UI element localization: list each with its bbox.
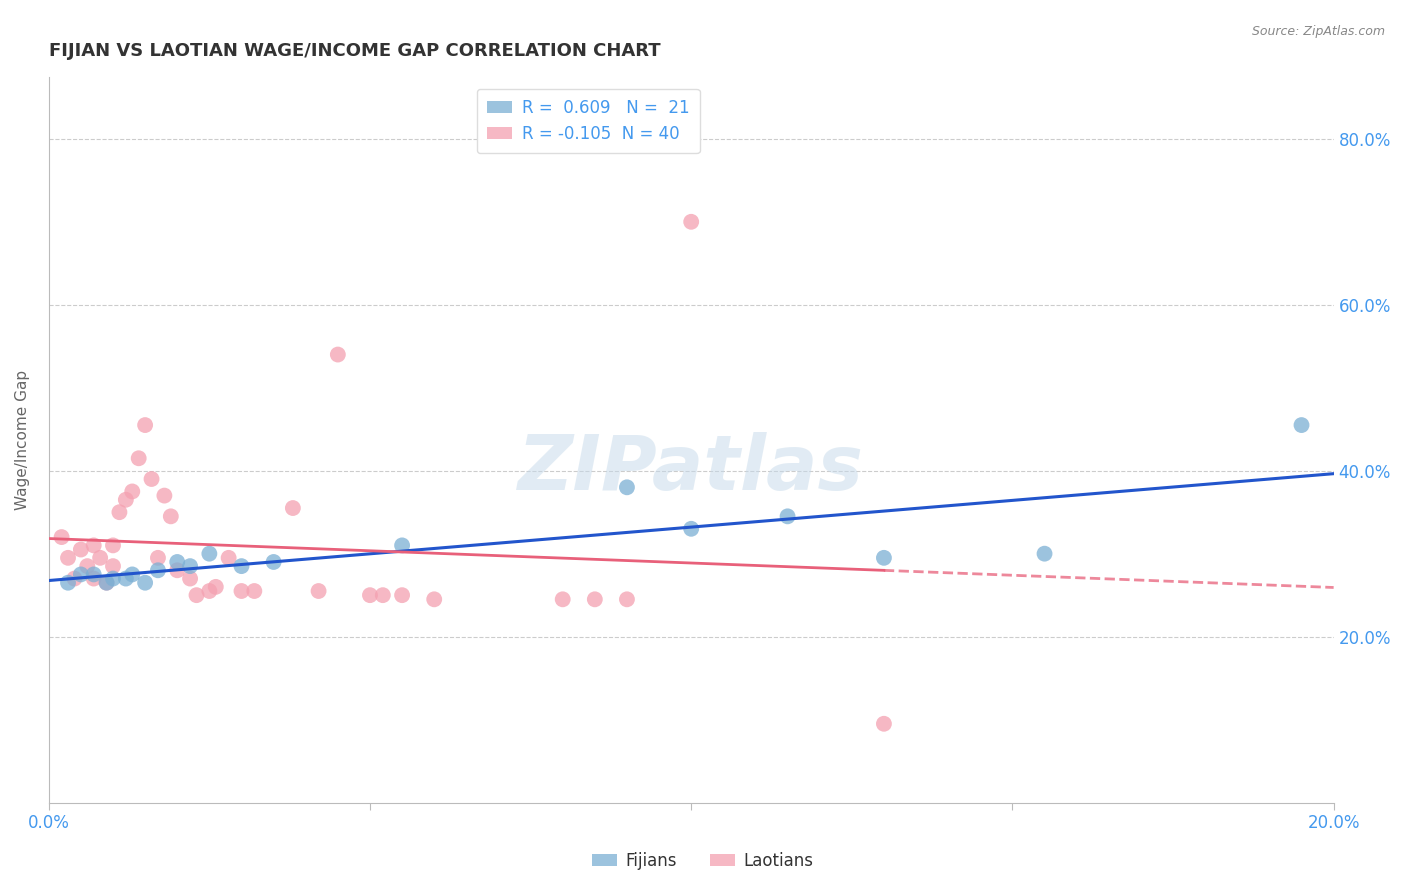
Text: Source: ZipAtlas.com: Source: ZipAtlas.com bbox=[1251, 25, 1385, 38]
Point bbox=[281, 501, 304, 516]
Point bbox=[76, 559, 98, 574]
Point bbox=[204, 580, 226, 594]
Point bbox=[108, 505, 131, 519]
Point bbox=[141, 472, 163, 486]
Point bbox=[1033, 547, 1056, 561]
Point bbox=[231, 559, 253, 574]
Point bbox=[391, 538, 413, 552]
Point bbox=[146, 563, 169, 577]
Point bbox=[423, 592, 446, 607]
Point bbox=[51, 530, 73, 544]
Point bbox=[115, 572, 138, 586]
Legend: R =  0.609   N =  21, R = -0.105  N = 40: R = 0.609 N = 21, R = -0.105 N = 40 bbox=[477, 88, 700, 153]
Point bbox=[873, 716, 896, 731]
Point bbox=[128, 451, 150, 466]
Point bbox=[63, 572, 86, 586]
Point bbox=[96, 575, 118, 590]
Point bbox=[776, 509, 799, 524]
Point bbox=[101, 538, 124, 552]
Point bbox=[873, 550, 896, 565]
Point bbox=[70, 542, 93, 557]
Point bbox=[583, 592, 606, 607]
Point bbox=[198, 584, 221, 599]
Point bbox=[96, 575, 118, 590]
Point bbox=[70, 567, 93, 582]
Point bbox=[616, 480, 638, 494]
Point bbox=[391, 588, 413, 602]
Point bbox=[159, 509, 181, 524]
Point bbox=[179, 572, 201, 586]
Point bbox=[371, 588, 394, 602]
Point bbox=[551, 592, 574, 607]
Point bbox=[166, 555, 188, 569]
Point bbox=[101, 572, 124, 586]
Point bbox=[121, 567, 143, 582]
Point bbox=[179, 559, 201, 574]
Point bbox=[218, 550, 240, 565]
Point bbox=[153, 489, 176, 503]
Point bbox=[263, 555, 285, 569]
Point bbox=[134, 418, 156, 433]
Point bbox=[231, 584, 253, 599]
Point bbox=[616, 592, 638, 607]
Point bbox=[121, 484, 143, 499]
Point bbox=[83, 572, 105, 586]
Point bbox=[681, 522, 703, 536]
Text: ZIPatlas: ZIPatlas bbox=[519, 432, 865, 506]
Point bbox=[243, 584, 266, 599]
Point bbox=[186, 588, 208, 602]
Y-axis label: Wage/Income Gap: Wage/Income Gap bbox=[15, 369, 30, 509]
Point bbox=[115, 492, 138, 507]
Point bbox=[326, 347, 349, 361]
Point bbox=[681, 215, 703, 229]
Point bbox=[308, 584, 330, 599]
Point bbox=[56, 550, 79, 565]
Point bbox=[83, 538, 105, 552]
Point bbox=[56, 575, 79, 590]
Point bbox=[359, 588, 381, 602]
Point bbox=[146, 550, 169, 565]
Text: FIJIAN VS LAOTIAN WAGE/INCOME GAP CORRELATION CHART: FIJIAN VS LAOTIAN WAGE/INCOME GAP CORREL… bbox=[49, 42, 661, 60]
Legend: Fijians, Laotians: Fijians, Laotians bbox=[585, 846, 821, 877]
Point bbox=[83, 567, 105, 582]
Point bbox=[1291, 418, 1313, 433]
Point bbox=[89, 550, 111, 565]
Point bbox=[134, 575, 156, 590]
Point bbox=[166, 563, 188, 577]
Point bbox=[101, 559, 124, 574]
Point bbox=[198, 547, 221, 561]
